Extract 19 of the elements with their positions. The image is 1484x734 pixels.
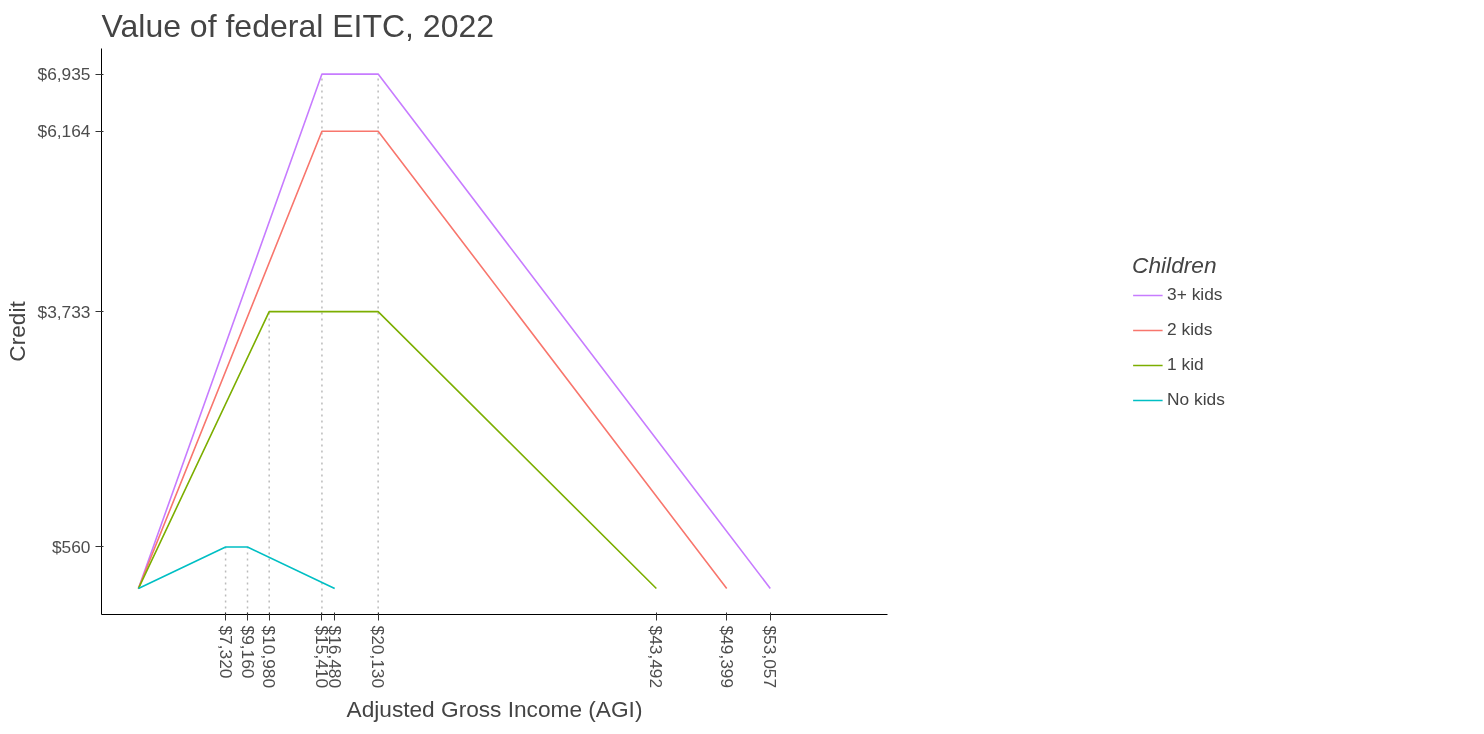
x-tick-label: $9,160 xyxy=(237,625,258,679)
x-axis-title: Adjusted Gross Income (AGI) xyxy=(346,696,643,723)
x-tick-label: $20,130 xyxy=(368,625,389,689)
x-tick-label: $49,399 xyxy=(716,625,737,689)
legend-title: Children xyxy=(1132,252,1218,279)
x-tick-label: $7,320 xyxy=(215,625,236,679)
legend-label: 1 kid xyxy=(1167,354,1204,375)
y-tick-label: $560 xyxy=(51,537,91,557)
x-tick-label: $10,980 xyxy=(259,625,280,689)
y-tick-label: $6,164 xyxy=(37,121,91,142)
legend-label: 2 kids xyxy=(1167,319,1213,340)
x-tick-label: $43,492 xyxy=(646,625,667,689)
y-tick-label: $6,935 xyxy=(37,64,91,85)
y-axis-title: Credit xyxy=(3,300,30,362)
legend-label: 3+ kids xyxy=(1167,284,1223,305)
chart-title: Value of federal EITC, 2022 xyxy=(101,7,495,44)
y-tick-label: $3,733 xyxy=(37,301,91,322)
legend-label: No kids xyxy=(1167,389,1225,410)
x-tick-label: $53,057 xyxy=(760,625,781,689)
